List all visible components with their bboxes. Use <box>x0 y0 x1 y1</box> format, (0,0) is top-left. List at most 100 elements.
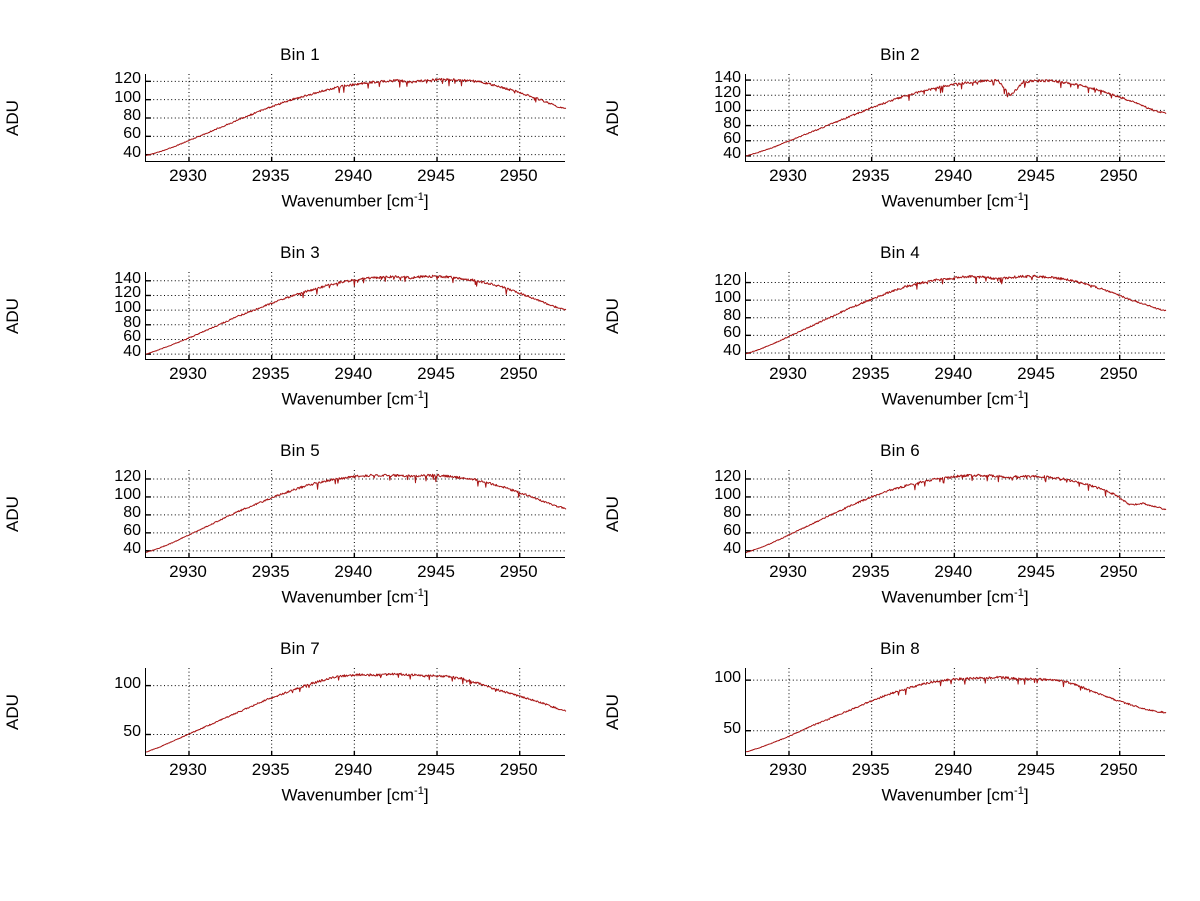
x-tick-label: 2930 <box>169 166 207 185</box>
panel-title: Bin 6 <box>880 441 920 460</box>
x-tick-labels: 2930 2935 2940 2945 2950 <box>745 760 1165 784</box>
plot-area <box>145 470 567 558</box>
y-tick-labels: 50 100 <box>600 668 745 756</box>
x-tick-label: 2940 <box>934 166 973 185</box>
plot-area <box>745 668 1167 756</box>
y-tick-label: 120 <box>114 284 141 302</box>
x-tick-label: 2935 <box>251 166 290 185</box>
plot-area <box>745 470 1167 558</box>
x-axis-label-exponent: -1 <box>414 191 424 203</box>
spectrum-line <box>745 272 1167 359</box>
x-axis-label-bracket: ] <box>1023 389 1029 409</box>
x-axis-label-text: Wavenumber [cm <box>281 389 415 409</box>
x-tick-label: 2950 <box>1099 760 1138 779</box>
panel-title: Bin 7 <box>280 639 320 658</box>
panel-title: Bin 3 <box>280 243 320 262</box>
spectrum-line <box>746 74 1167 161</box>
y-tick-label: 100 <box>714 99 741 117</box>
plot-area <box>145 74 567 162</box>
x-axis-label-exponent: -1 <box>1014 785 1024 797</box>
y-tick-label: 50 <box>123 723 141 741</box>
x-axis-label-text: Wavenumber [cm <box>881 191 1015 211</box>
x-tick-labels: 2930 2935 2940 2945 2950 <box>745 562 1165 586</box>
panel-title: Bin 8 <box>880 639 920 658</box>
x-axis-label-bracket: ] <box>423 389 429 409</box>
x-tick-label: 2935 <box>851 364 890 383</box>
x-tick-label: 2950 <box>499 166 538 185</box>
subplot-panel-5: Bin 5 ADU 40 60 80 100 120 2930 2935 2940 2945 2950… <box>0 441 600 641</box>
spectrum-line <box>145 272 567 359</box>
x-tick-label: 2935 <box>251 364 290 383</box>
x-tick-label: 2945 <box>1017 166 1055 185</box>
x-axis-label: Wavenumber [cm-1] <box>145 587 565 608</box>
x-tick-label: 2935 <box>851 562 890 581</box>
x-axis-label-text: Wavenumber [cm <box>881 389 1015 409</box>
subplot-panel-6: Bin 6 ADU 40 60 80 100 120 2930 2935 2940 2945 2950… <box>600 441 1200 641</box>
grid-lines <box>146 272 565 359</box>
subplot-panel-3: Bin 3 ADU 40 60 80 100 120 140 2930 2935 2940 2945 2… <box>0 243 600 443</box>
x-axis-label-exponent: -1 <box>1014 587 1024 599</box>
x-tick-label: 2945 <box>1017 364 1055 383</box>
x-tick-labels: 2930 2935 2940 2945 2950 <box>145 364 565 388</box>
x-axis-label: Wavenumber [cm-1] <box>145 191 565 212</box>
plot-area <box>145 272 567 360</box>
x-tick-label: 2940 <box>334 166 373 185</box>
x-axis-label: Wavenumber [cm-1] <box>145 785 565 806</box>
y-tick-label: 120 <box>714 84 741 102</box>
y-tick-label: 100 <box>714 669 741 687</box>
x-tick-label: 2945 <box>417 364 455 383</box>
x-axis-label: Wavenumber [cm-1] <box>745 191 1165 212</box>
x-axis-label-text: Wavenumber [cm <box>281 785 415 805</box>
y-tick-label: 100 <box>714 485 741 503</box>
y-tick-label: 80 <box>123 107 141 124</box>
spectrum-line <box>145 74 567 161</box>
x-tick-label: 2935 <box>851 760 890 779</box>
x-tick-label: 2940 <box>334 364 373 383</box>
y-tick-label: 120 <box>114 467 141 485</box>
panel-title: Bin 1 <box>280 45 320 64</box>
y-tick-label: 60 <box>123 328 141 346</box>
x-axis-label: Wavenumber [cm-1] <box>145 389 565 410</box>
x-axis-label-exponent: -1 <box>1014 191 1024 203</box>
x-tick-label: 2930 <box>769 760 807 779</box>
y-tick-labels: 40 60 80 100 120 140 <box>600 69 745 162</box>
x-tick-label: 2945 <box>417 166 455 185</box>
y-tick-label: 40 <box>123 539 141 557</box>
grid-lines <box>746 74 1165 161</box>
x-axis-label-bracket: ] <box>423 191 429 211</box>
y-tick-label: 60 <box>123 521 141 539</box>
x-tick-label: 2940 <box>334 562 373 581</box>
grid-lines <box>746 470 1165 557</box>
x-axis-label-bracket: ] <box>1023 587 1029 607</box>
plot-area <box>145 668 567 756</box>
x-tick-label: 2930 <box>769 166 807 185</box>
x-tick-label: 2945 <box>417 760 455 779</box>
subplot-panel-1: Bin 1 ADU 40 60 80 100 120 2930 2935 2940 2945 2950… <box>0 45 600 245</box>
x-axis-label-bracket: ] <box>1023 785 1029 805</box>
y-tick-label: 40 <box>123 343 141 361</box>
plot-area <box>745 74 1167 162</box>
plot-area <box>745 272 1167 360</box>
y-tick-label: 50 <box>723 719 741 737</box>
spectrum-line <box>145 668 567 755</box>
spectrum-line <box>745 668 1167 755</box>
y-tick-label: 80 <box>723 306 741 324</box>
subplot-panel-2: Bin 2 ADU 40 60 80 100 120 140 2930 2935 2940 2945 2… <box>600 45 1200 245</box>
y-tick-label: 80 <box>723 114 741 132</box>
y-tick-label: 140 <box>714 69 741 87</box>
x-tick-labels: 2930 2935 2940 2945 2950 <box>145 760 565 784</box>
y-tick-label: 100 <box>114 485 141 503</box>
grid-lines <box>146 668 565 755</box>
y-tick-label: 40 <box>723 539 741 557</box>
x-tick-label: 2935 <box>851 166 890 185</box>
y-tick-label: 100 <box>114 674 141 692</box>
y-tick-label: 120 <box>114 70 141 88</box>
x-tick-label: 2930 <box>169 562 207 581</box>
x-axis-label-exponent: -1 <box>414 587 424 599</box>
x-axis-label-text: Wavenumber [cm <box>881 587 1015 607</box>
y-tick-label: 40 <box>123 143 141 161</box>
y-tick-label: 60 <box>123 125 141 143</box>
x-tick-labels: 2930 2935 2940 2945 2950 <box>745 166 1165 190</box>
x-axis-label-bracket: ] <box>1023 191 1029 211</box>
y-tick-label: 80 <box>123 503 141 521</box>
